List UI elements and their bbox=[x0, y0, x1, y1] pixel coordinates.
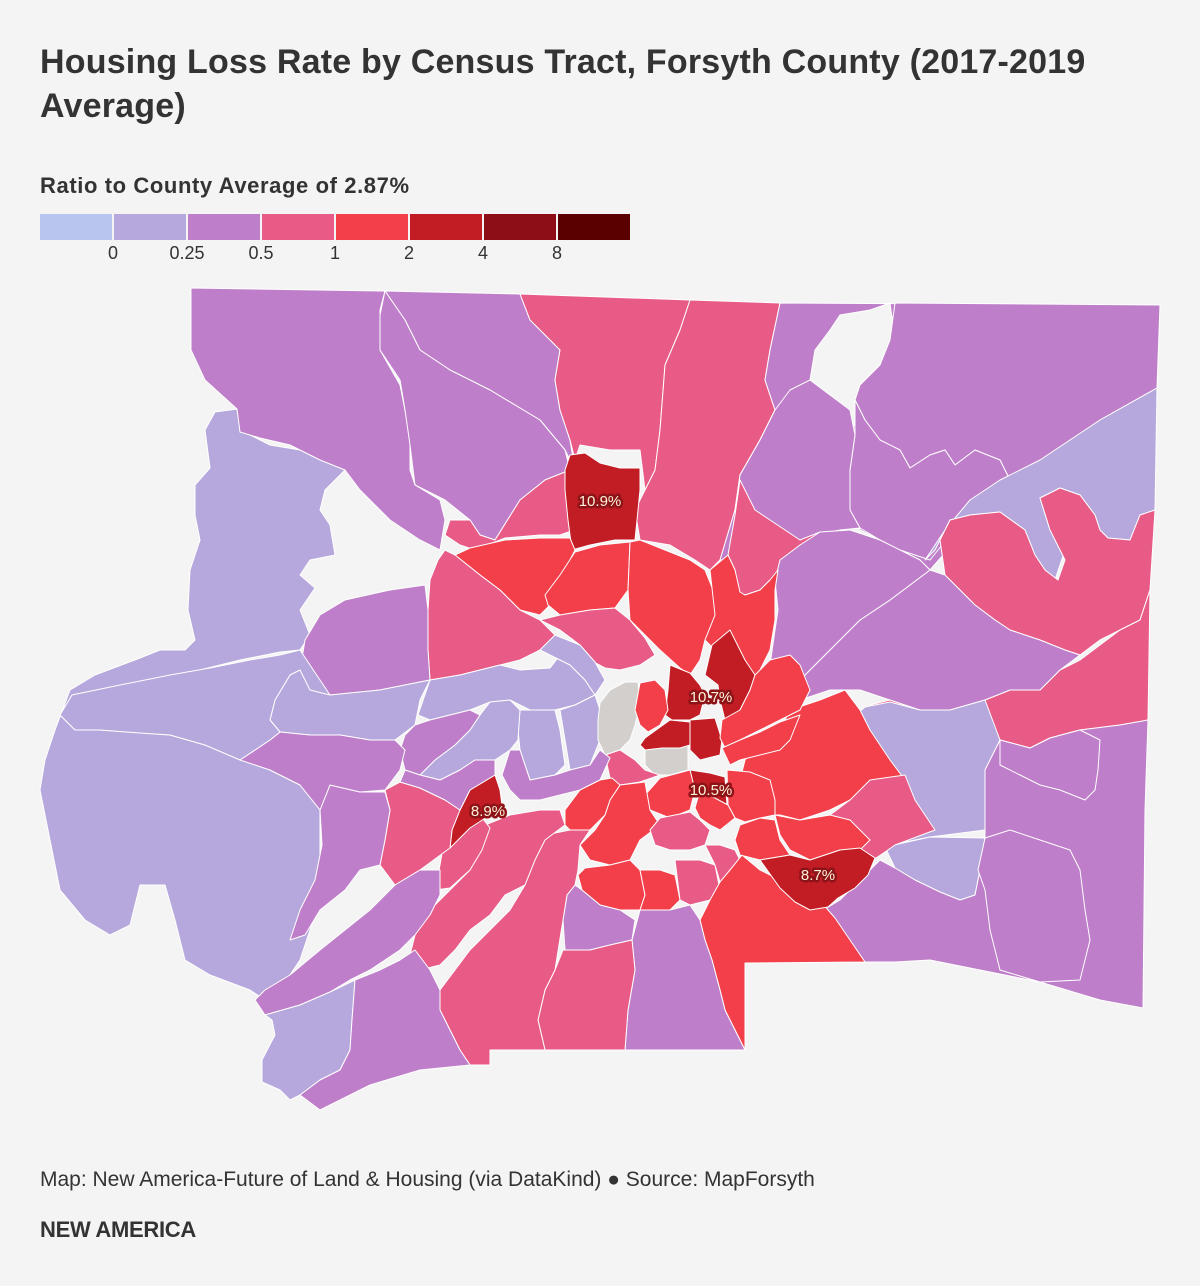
census-tract bbox=[409, 809, 566, 971]
legend-swatch bbox=[484, 214, 556, 240]
census-tract bbox=[190, 287, 446, 551]
census-tract bbox=[539, 634, 606, 696]
tract-value-label: 8.7% bbox=[801, 867, 835, 884]
legend-tick: 0.25 bbox=[169, 243, 205, 263]
legend-ticks: 0 0.25 0.5 1 2 4 8 bbox=[40, 243, 640, 267]
legend-tick: 4 bbox=[477, 243, 489, 263]
census-tract bbox=[564, 452, 641, 551]
census-tract-no-data bbox=[597, 681, 641, 756]
legend-tick: 0.5 bbox=[248, 243, 274, 263]
census-tract bbox=[639, 869, 681, 916]
legend-swatch bbox=[558, 214, 630, 240]
census-tract bbox=[427, 549, 556, 681]
legend-tick: 8 bbox=[551, 243, 563, 263]
census-tract bbox=[501, 749, 611, 801]
source-credit: Map: New America-Future of Land & Housin… bbox=[40, 1168, 815, 1191]
census-tract bbox=[444, 469, 581, 551]
tract-value-label: 8.9% bbox=[471, 803, 505, 820]
legend-swatch bbox=[410, 214, 482, 240]
census-tract bbox=[564, 777, 621, 831]
legend-swatch bbox=[40, 214, 112, 240]
legend-swatch bbox=[114, 214, 186, 240]
census-tract bbox=[759, 529, 931, 701]
census-tract bbox=[694, 789, 736, 831]
tract-value-label: 10.5% bbox=[690, 782, 733, 799]
census-tract bbox=[627, 539, 716, 676]
legend-tick: 2 bbox=[403, 243, 415, 263]
census-tract bbox=[719, 654, 811, 749]
census-tract bbox=[689, 717, 723, 761]
census-tract bbox=[634, 679, 669, 733]
census-tract bbox=[977, 829, 1091, 983]
census-tract bbox=[59, 649, 331, 761]
choropleth-map: 10.9% 10.7% 10.5% 8.9% 8.7% bbox=[0, 270, 1200, 1130]
census-tract bbox=[254, 869, 441, 1016]
census-tract bbox=[239, 731, 406, 811]
brand-logo: NEW AMERICA bbox=[40, 1217, 196, 1242]
census-tract bbox=[289, 784, 391, 941]
legend-color-scale bbox=[40, 214, 632, 240]
census-tract bbox=[399, 759, 496, 811]
legend-swatch bbox=[336, 214, 408, 240]
census-tract bbox=[39, 408, 361, 1001]
census-tract bbox=[721, 714, 801, 766]
tract-value-label: 10.7% bbox=[690, 689, 733, 706]
legend-title: Ratio to County Average of 2.87% bbox=[40, 173, 410, 198]
census-tract bbox=[999, 729, 1101, 801]
census-tract bbox=[759, 847, 876, 911]
chart-title: Housing Loss Rate by Census Tract, Forsy… bbox=[40, 43, 1086, 125]
census-tract bbox=[649, 811, 711, 851]
tract-value-label: 10.9% bbox=[579, 493, 622, 510]
legend-swatch bbox=[262, 214, 334, 240]
legend-swatch bbox=[188, 214, 260, 240]
census-tract bbox=[639, 719, 691, 751]
legend-tick: 0 bbox=[107, 243, 119, 263]
census-tract bbox=[299, 949, 471, 1111]
legend-tick: 1 bbox=[329, 243, 341, 263]
census-tract bbox=[439, 829, 591, 1066]
